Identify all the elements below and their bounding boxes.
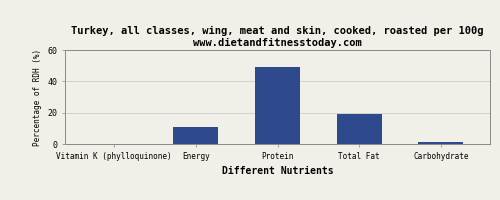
Bar [174,127,218,144]
X-axis label: Different Nutrients: Different Nutrients [222,166,334,176]
Title: Turkey, all classes, wing, meat and skin, cooked, roasted per 100g
www.dietandfi: Turkey, all classes, wing, meat and skin… [72,26,484,48]
Bar [255,67,300,144]
Y-axis label: Percentage of RDH (%): Percentage of RDH (%) [33,48,42,146]
Bar [337,114,382,144]
Bar [418,142,464,144]
